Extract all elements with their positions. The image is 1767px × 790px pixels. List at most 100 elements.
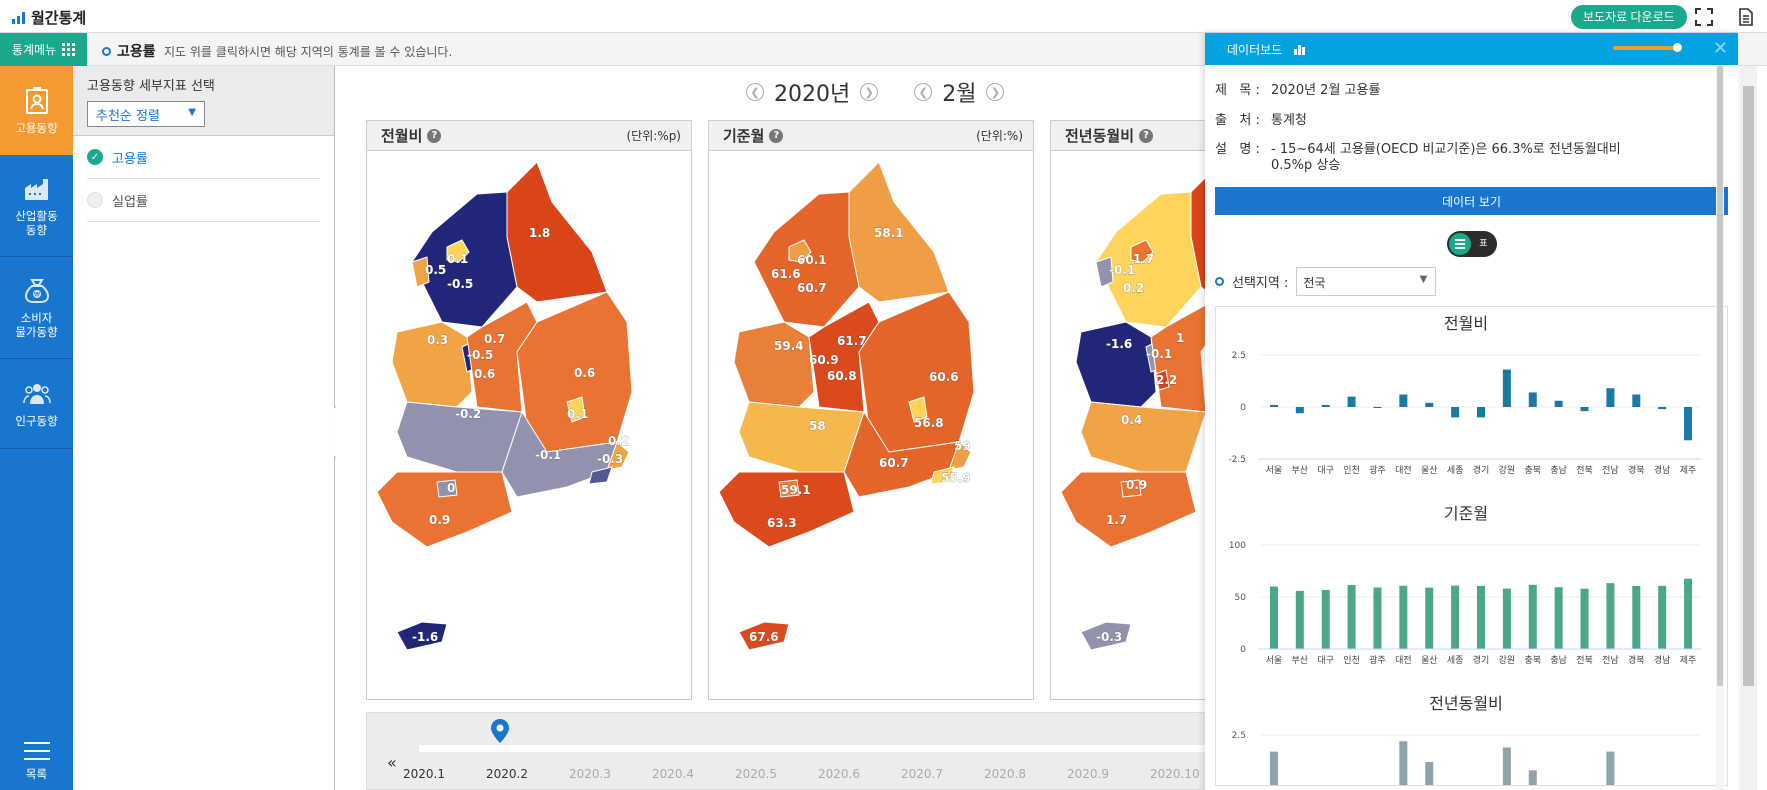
svg-text:전월비: 전월비 <box>1444 314 1488 333</box>
svg-text:0.9: 0.9 <box>429 513 450 527</box>
korea-map[interactable]: 1.7 -0.1 0.2 -1.6 -0.1 1 2.2 0.4 0.9 1.7… <box>1051 152 1210 700</box>
timeline-label[interactable]: 2020.10 <box>1150 767 1200 781</box>
timeline-label[interactable]: 2020.1 <box>403 767 445 781</box>
svg-text:60.9: 60.9 <box>809 353 839 367</box>
option-employment-rate[interactable]: ✓ 고용률 <box>87 136 320 179</box>
svg-text:대구: 대구 <box>1317 465 1334 476</box>
data-board-header: 데이터보드 ✕ <box>1205 33 1738 65</box>
timeline-label[interactable]: 2020.9 <box>1067 767 1109 781</box>
timeline-label[interactable]: 2020.6 <box>818 767 860 781</box>
period-selector: ❮ 2020년 ❯ ❮ 2월 ❯ <box>746 76 1005 108</box>
nav-item-population[interactable]: 인구동향 <box>0 359 73 449</box>
month-label: 2월 <box>942 82 977 107</box>
svg-text:0.1: 0.1 <box>567 407 588 421</box>
svg-text:50: 50 <box>1235 593 1247 603</box>
svg-text:0.7: 0.7 <box>484 332 505 346</box>
next-month-button[interactable]: ❯ <box>986 83 1005 101</box>
timeline-label[interactable]: 2020.7 <box>901 767 943 781</box>
timeline-label[interactable]: 2020.4 <box>652 767 694 781</box>
svg-text:경북: 경북 <box>1628 464 1645 476</box>
list-button[interactable]: 목록 <box>0 736 73 782</box>
svg-text:59.4: 59.4 <box>774 339 804 353</box>
svg-text:경북: 경북 <box>1628 654 1645 666</box>
timeline-label[interactable]: 2020.3 <box>569 767 611 781</box>
nav-item-consumer-price[interactable]: ₩ 소비자 물가동향 <box>0 257 73 359</box>
prev-month-button[interactable]: ❮ <box>914 83 933 101</box>
svg-text:제주: 제주 <box>1680 655 1697 666</box>
svg-text:충북: 충북 <box>1524 655 1541 666</box>
list-icon <box>1448 233 1471 256</box>
document-icon[interactable] <box>1737 8 1755 26</box>
id-badge-icon <box>25 86 48 114</box>
svg-text:59.1: 59.1 <box>781 483 811 497</box>
svg-text:대전: 대전 <box>1395 655 1412 666</box>
timeline-label[interactable]: 2020.8 <box>984 767 1026 781</box>
svg-text:60.1: 60.1 <box>797 253 827 267</box>
year-label: 2020년 <box>774 82 851 107</box>
slider-handle[interactable] <box>1673 43 1682 52</box>
close-icon[interactable]: ✕ <box>1712 38 1728 59</box>
svg-text:0.3: 0.3 <box>427 333 448 347</box>
grid-icon <box>62 43 76 56</box>
app-title: 월간통계 <box>12 7 86 28</box>
svg-text:경남: 경남 <box>1654 654 1671 666</box>
svg-text:전년동월비: 전년동월비 <box>1429 694 1503 713</box>
help-icon[interactable]: ? <box>427 128 442 143</box>
press-release-download-button[interactable]: 보도자료 다운로드 <box>1571 5 1687 29</box>
fullscreen-icon[interactable] <box>1695 8 1713 26</box>
svg-text:0.2: 0.2 <box>608 434 629 448</box>
svg-text:0.6: 0.6 <box>574 366 595 380</box>
svg-text:0.2: 0.2 <box>1123 281 1144 295</box>
stats-menu-button[interactable]: 통계메뉴 <box>0 33 87 66</box>
timeline-track[interactable] <box>419 745 1209 752</box>
svg-text:2.2: 2.2 <box>1156 373 1177 387</box>
nav-item-employment[interactable]: 고용동향 <box>0 66 73 155</box>
svg-text:-1.6: -1.6 <box>1106 337 1132 351</box>
opacity-slider[interactable] <box>1613 43 1682 52</box>
svg-text:전남: 전남 <box>1602 465 1619 476</box>
svg-text:₩: ₩ <box>34 292 40 299</box>
dropdown-arrow-icon: ▼ <box>1419 274 1428 286</box>
view-data-button[interactable]: 데이터 보기 <box>1215 187 1728 216</box>
nav-item-industry[interactable]: 산업활동 동향 <box>0 155 73 257</box>
svg-text:-0.5: -0.5 <box>467 348 493 362</box>
next-year-button[interactable]: ❯ <box>860 83 879 101</box>
help-icon[interactable]: ? <box>769 128 784 143</box>
page-scrollbar[interactable] <box>1740 66 1757 790</box>
map-pin-icon[interactable] <box>491 719 509 743</box>
svg-text:0.9: 0.9 <box>1126 478 1147 492</box>
svg-text:부산: 부산 <box>1292 465 1309 476</box>
panel-scrollbar[interactable] <box>1716 66 1724 790</box>
region-selector: 선택지역 : 전국 ▼ <box>1205 257 1738 306</box>
option-unemployment-rate[interactable]: 실업률 <box>87 179 320 222</box>
bullet-icon <box>1215 277 1224 287</box>
region-select[interactable]: 전국 ▼ <box>1296 267 1437 297</box>
timeline-label[interactable]: 2020.2 <box>486 767 528 781</box>
svg-text:전남: 전남 <box>1602 655 1619 666</box>
svg-text:1.7: 1.7 <box>1133 252 1154 266</box>
hamburger-icon <box>23 742 50 760</box>
info-block: 제 목 :2020년 2월 고용률 출 처 : 통계청 설 명 :- 15~64세… <box>1215 83 1621 173</box>
korea-map[interactable]: 58.1 60.1 61.6 60.7 59.4 60.9 61.7 60.8 … <box>709 152 1034 700</box>
svg-text:충남: 충남 <box>1550 465 1567 476</box>
svg-text:충남: 충남 <box>1550 655 1567 666</box>
timeline-label[interactable]: 2020.5 <box>735 767 777 781</box>
dropdown-arrow-icon: ▼ <box>188 107 196 118</box>
svg-text:-0.1: -0.1 <box>1109 263 1135 277</box>
svg-text:58: 58 <box>809 419 826 433</box>
help-icon[interactable]: ? <box>1139 128 1154 143</box>
chart-table-toggle[interactable]: 표 <box>1446 231 1497 258</box>
filter-title: 고용동향 세부지표 선택 <box>87 79 215 94</box>
korea-map[interactable]: 1.8 0.1 0.5 -0.5 0.3 -0.5 0.7 0.6 0.6 0.… <box>367 152 692 700</box>
sort-select[interactable]: 추천순 정렬 ▼ <box>87 101 205 127</box>
svg-text:-0.5: -0.5 <box>447 277 473 291</box>
prev-year-button[interactable]: ❮ <box>746 83 764 101</box>
indicator-title: 고용률 <box>102 41 156 61</box>
svg-text:광주: 광주 <box>1369 464 1386 476</box>
rewind-button[interactable]: « <box>387 753 397 772</box>
svg-text:울산: 울산 <box>1421 465 1438 476</box>
svg-text:61.7: 61.7 <box>837 334 867 348</box>
radio-icon <box>87 192 103 208</box>
svg-text:대전: 대전 <box>1395 465 1412 476</box>
svg-text:제주: 제주 <box>1680 465 1697 476</box>
